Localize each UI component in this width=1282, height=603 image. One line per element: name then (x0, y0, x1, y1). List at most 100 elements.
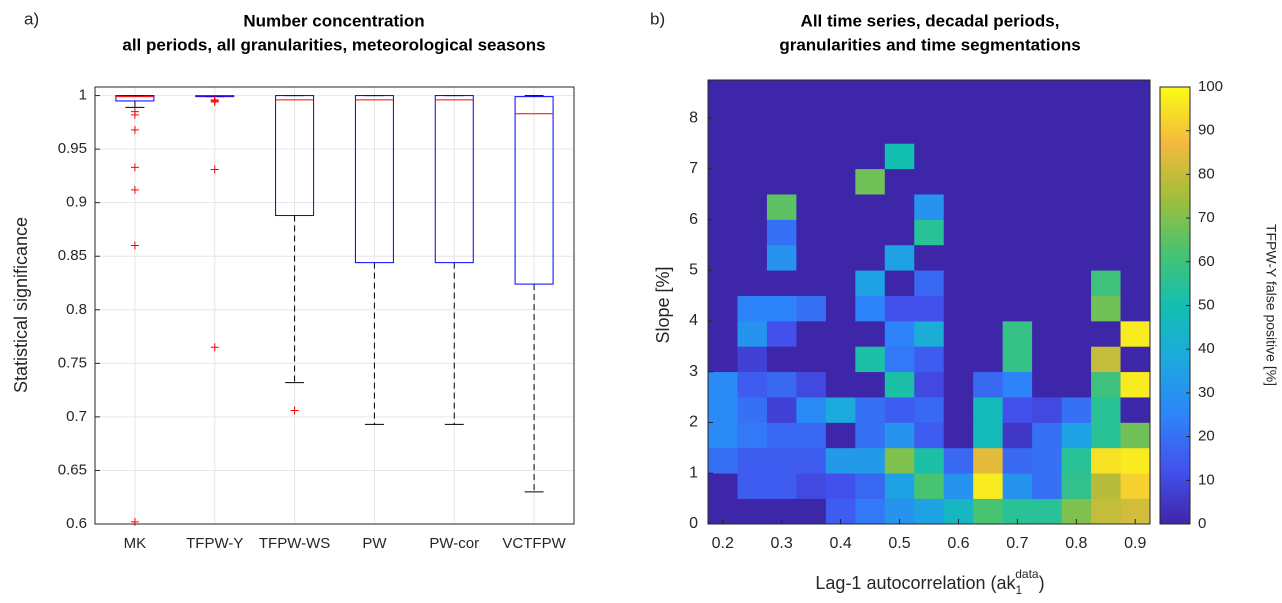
heatmap-cell (914, 143, 945, 170)
heatmap-cell (737, 473, 768, 499)
box (354, 95, 394, 264)
colorbar-tick-label: 80 (1198, 165, 1215, 182)
heatmap-cell (1091, 92, 1121, 119)
heatmap-cell (973, 244, 1003, 271)
heatmap-cell (914, 371, 945, 398)
heatmap-cell (1032, 194, 1062, 220)
heatmap-cell (914, 346, 945, 373)
heatmap-cell (1091, 447, 1121, 474)
heatmap-cell (1120, 92, 1151, 119)
panel-label: b) (650, 9, 665, 28)
colorbar-tick-label: 20 (1198, 428, 1215, 445)
heatmap-cell (914, 92, 945, 119)
heatmap-cell (1061, 371, 1092, 398)
heatmap-cell (973, 143, 1003, 170)
heatmap-cell (914, 397, 945, 423)
heatmap-cell (855, 473, 886, 499)
heatmap-cell (708, 118, 738, 144)
heatmap-cell (1091, 143, 1121, 170)
heatmap-cell (766, 346, 797, 373)
colorbar-tick-label: 90 (1198, 122, 1215, 139)
heatmap-cell (884, 422, 915, 449)
x-tick-label: MK (124, 535, 147, 552)
heatmap-cell (973, 447, 1003, 474)
colorbar-tick-label: 30 (1198, 384, 1215, 401)
heatmap-cell (1002, 270, 1033, 296)
heatmap-cell (825, 244, 856, 271)
heatmap-cell (973, 473, 1003, 499)
heatmap-cell (825, 219, 856, 246)
heatmap-cell (1002, 397, 1033, 423)
heatmap-cell (914, 244, 945, 271)
x-tick-label: 0.2 (712, 535, 734, 552)
heatmap-cell (1061, 397, 1092, 423)
heatmap-cell (1091, 346, 1121, 373)
heatmap-cell (855, 194, 886, 220)
colorbar-tick-label: 0 (1198, 515, 1206, 532)
heatmap-cell (766, 270, 797, 296)
heatmap-cell (708, 473, 738, 499)
heatmap-cell (825, 118, 856, 144)
heatmap-cell (1002, 143, 1033, 170)
heatmap-cell (1002, 422, 1033, 449)
heatmap-cell (1091, 219, 1121, 246)
heatmap-cell (884, 346, 915, 373)
heatmap-cell (825, 194, 856, 220)
box (275, 95, 315, 217)
x-axis-label-sub: 1 (1016, 583, 1023, 597)
heatmap-cell (1002, 321, 1033, 347)
heatmap-cell (1002, 371, 1033, 398)
heatmap-cell (1032, 143, 1062, 170)
heatmap-cell (855, 295, 886, 322)
chart-title: granularities and time segmentations (779, 35, 1080, 54)
heatmap-cell (708, 92, 738, 119)
heatmap-cell (1032, 244, 1062, 271)
heatmap-cell (943, 473, 974, 499)
heatmap-cell (825, 422, 856, 449)
heatmap-cell (1091, 397, 1121, 423)
y-tick-label: 0.75 (58, 354, 87, 371)
heatmap-cell (766, 295, 797, 322)
heatmap-cell (1120, 422, 1151, 449)
heatmap-cell (737, 397, 768, 423)
x-tick-label: 0.5 (888, 535, 910, 552)
colorbar-tick-label: 40 (1198, 340, 1215, 357)
heatmap-cell (1032, 168, 1062, 195)
heatmap-cell (914, 447, 945, 474)
heatmap-cell (737, 447, 768, 474)
heatmap-cell (855, 371, 886, 398)
outlier (210, 97, 219, 106)
heatmap-cell (914, 219, 945, 246)
heatmap-cell (796, 219, 827, 246)
panel-label: a) (24, 9, 39, 28)
outlier (130, 185, 139, 194)
heatmap-cell (973, 498, 1003, 525)
heatmap-cell (855, 498, 886, 525)
heatmap-cell (943, 371, 974, 398)
x-tick-label: 0.8 (1065, 535, 1087, 552)
heatmap-cell (943, 219, 974, 246)
heatmap-cell (737, 270, 768, 296)
heatmap-cell (943, 168, 974, 195)
heatmap-cell (796, 118, 827, 144)
heatmap-cell (796, 498, 827, 525)
heatmap-cell (1002, 473, 1033, 499)
outlier (130, 241, 139, 250)
heatmap-cell (973, 321, 1003, 347)
heatmap-cell (766, 447, 797, 474)
heatmap-cell (884, 219, 915, 246)
colorbar-tick-label: 10 (1198, 471, 1215, 488)
x-tick-label: PW (362, 535, 387, 552)
heatmap-cell (1091, 422, 1121, 449)
heatmap-cell (973, 118, 1003, 144)
heatmap-cell (1002, 168, 1033, 195)
y-tick-label: 1 (689, 464, 698, 481)
heatmap-cell (1002, 295, 1033, 322)
heatmap-cell (855, 118, 886, 144)
plot-area (95, 87, 574, 524)
heatmap-cell (1061, 244, 1092, 271)
heatmap-cell (825, 346, 856, 373)
heatmap-cell (884, 270, 915, 296)
y-tick-label: 0.95 (58, 140, 87, 157)
